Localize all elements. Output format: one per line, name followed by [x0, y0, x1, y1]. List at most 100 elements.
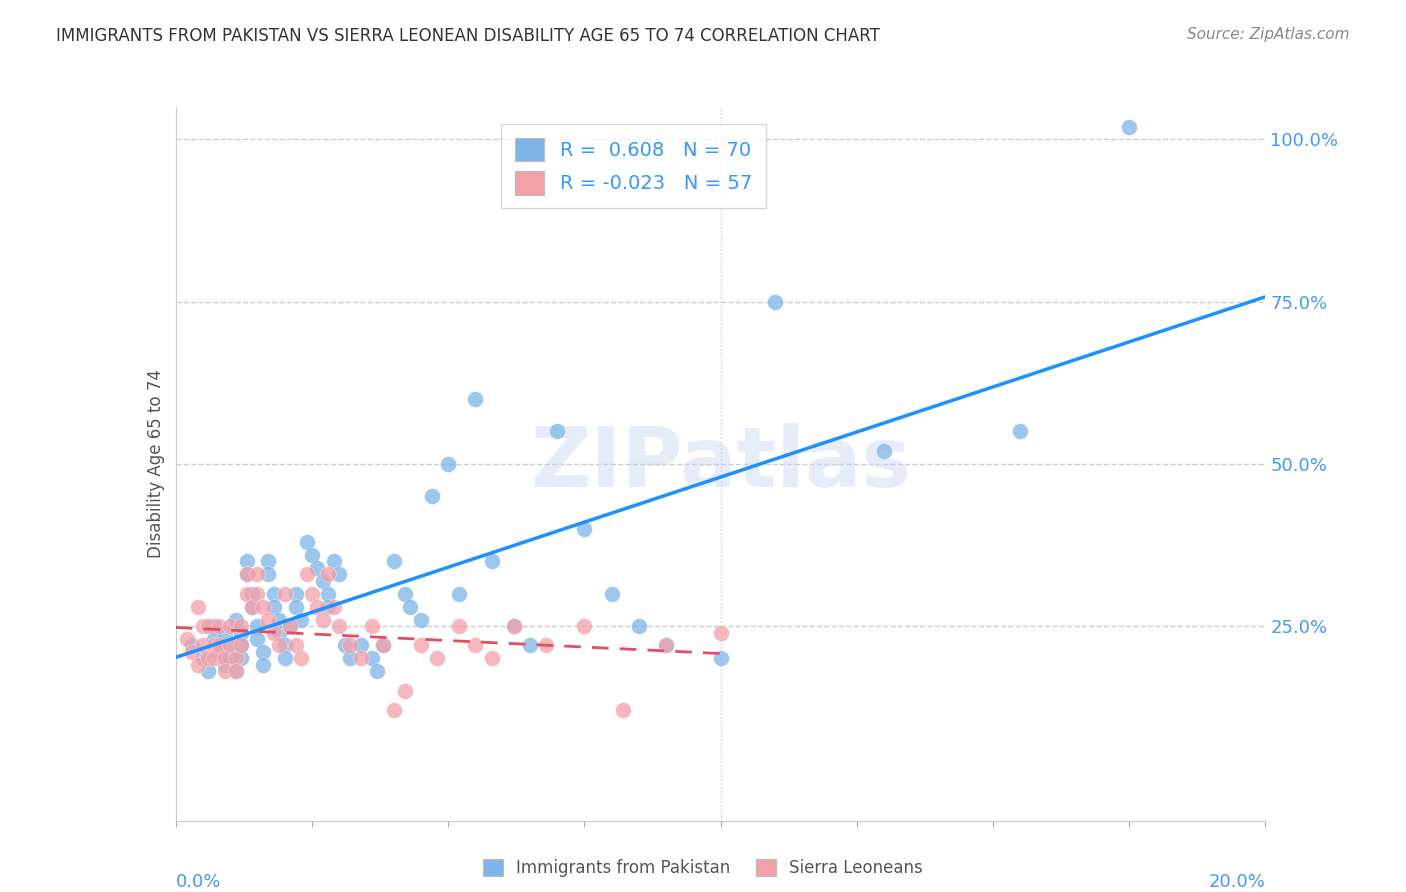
Point: [202, 632, 225, 646]
Point: [312, 613, 335, 627]
Point: [710, 625, 733, 640]
Point: [176, 632, 198, 646]
Point: [257, 567, 280, 582]
Legend: Immigrants from Pakistan, Sierra Leoneans: Immigrants from Pakistan, Sierra Leonean…: [477, 852, 929, 884]
Point: [519, 639, 541, 653]
Point: [219, 639, 242, 653]
Point: [350, 651, 373, 665]
Point: [231, 651, 253, 665]
Point: [394, 684, 416, 698]
Point: [257, 554, 280, 568]
Point: [371, 639, 394, 653]
Point: [502, 619, 524, 633]
Point: [225, 613, 247, 627]
Point: [295, 534, 318, 549]
Point: [546, 425, 568, 439]
Point: [318, 599, 340, 614]
Point: [278, 619, 301, 633]
Point: [235, 586, 257, 600]
Point: [574, 619, 596, 633]
Point: [235, 554, 257, 568]
Point: [235, 567, 257, 582]
Point: [214, 651, 236, 665]
Point: [328, 619, 350, 633]
Point: [322, 599, 344, 614]
Point: [252, 657, 274, 672]
Point: [208, 639, 231, 653]
Point: [600, 586, 623, 600]
Legend: R =  0.608   N = 70, R = -0.023   N = 57: R = 0.608 N = 70, R = -0.023 N = 57: [502, 124, 766, 209]
Point: [655, 639, 678, 653]
Point: [240, 586, 263, 600]
Point: [181, 645, 204, 659]
Point: [409, 613, 432, 627]
Point: [447, 619, 470, 633]
Point: [191, 619, 214, 633]
Point: [301, 548, 323, 562]
Point: [269, 639, 291, 653]
Point: [394, 586, 416, 600]
Text: 0.0%: 0.0%: [176, 872, 221, 890]
Point: [399, 599, 422, 614]
Point: [214, 657, 236, 672]
Point: [263, 599, 285, 614]
Point: [231, 639, 253, 653]
Point: [284, 599, 307, 614]
Text: IMMIGRANTS FROM PAKISTAN VS SIERRA LEONEAN DISABILITY AGE 65 TO 74 CORRELATION C: IMMIGRANTS FROM PAKISTAN VS SIERRA LEONE…: [56, 27, 880, 45]
Point: [219, 651, 242, 665]
Point: [274, 651, 297, 665]
Point: [278, 619, 301, 633]
Point: [481, 651, 503, 665]
Point: [186, 657, 209, 672]
Point: [191, 639, 214, 653]
Point: [252, 599, 274, 614]
Point: [274, 586, 297, 600]
Point: [307, 560, 329, 574]
Point: [246, 567, 269, 582]
Point: [339, 639, 361, 653]
Point: [202, 619, 225, 633]
Point: [284, 639, 307, 653]
Point: [263, 586, 285, 600]
Text: Source: ZipAtlas.com: Source: ZipAtlas.com: [1187, 27, 1350, 42]
Point: [240, 599, 263, 614]
Point: [447, 586, 470, 600]
Point: [257, 613, 280, 627]
Point: [350, 639, 373, 653]
Point: [382, 703, 405, 717]
Point: [612, 703, 634, 717]
Point: [574, 522, 596, 536]
Point: [219, 619, 242, 633]
Point: [382, 554, 405, 568]
Point: [284, 586, 307, 600]
Y-axis label: Disability Age 65 to 74: Disability Age 65 to 74: [146, 369, 165, 558]
Point: [225, 665, 247, 679]
Point: [312, 574, 335, 588]
Point: [290, 613, 312, 627]
Point: [246, 632, 269, 646]
Point: [181, 639, 204, 653]
Point: [409, 639, 432, 653]
Point: [208, 619, 231, 633]
Point: [763, 294, 786, 309]
Point: [235, 567, 257, 582]
Point: [197, 651, 219, 665]
Point: [225, 651, 247, 665]
Point: [295, 567, 318, 582]
Point: [214, 625, 236, 640]
Point: [252, 645, 274, 659]
Point: [464, 639, 486, 653]
Point: [214, 665, 236, 679]
Point: [197, 619, 219, 633]
Point: [225, 665, 247, 679]
Point: [339, 651, 361, 665]
Point: [269, 613, 291, 627]
Point: [873, 443, 896, 458]
Point: [246, 619, 269, 633]
Point: [655, 639, 678, 653]
Point: [481, 554, 503, 568]
Point: [502, 619, 524, 633]
Point: [191, 651, 214, 665]
Point: [360, 651, 382, 665]
Point: [333, 639, 356, 653]
